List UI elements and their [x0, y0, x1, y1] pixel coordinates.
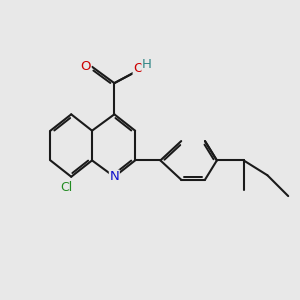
Text: Cl: Cl — [61, 182, 73, 194]
Text: N: N — [110, 170, 119, 183]
Text: O: O — [80, 60, 91, 73]
Text: H: H — [142, 58, 152, 71]
Text: O: O — [133, 62, 144, 75]
